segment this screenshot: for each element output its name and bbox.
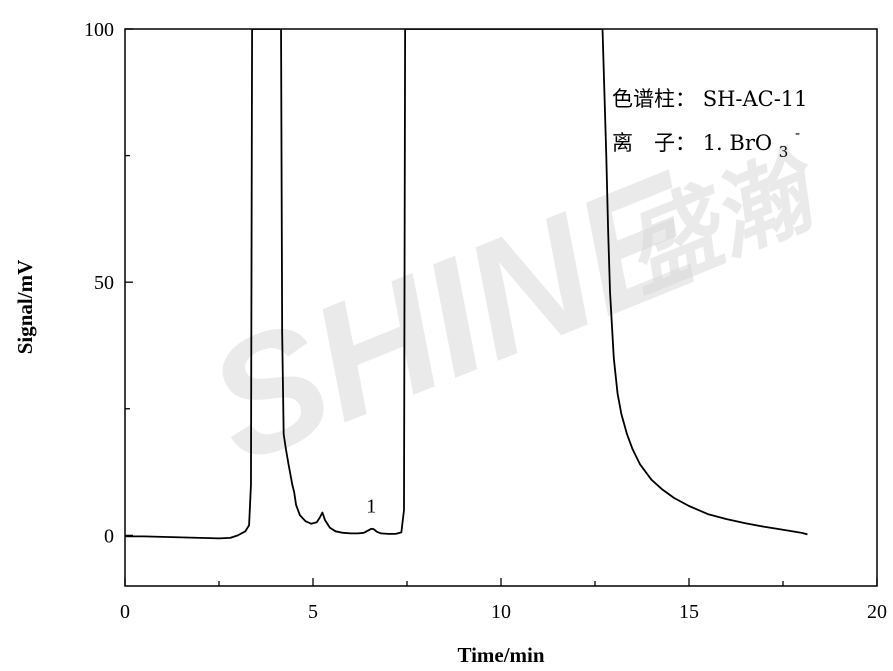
y-tick-label: 50 <box>94 272 114 294</box>
x-axis: 0 5 10 15 20 <box>120 578 887 623</box>
curve-layer <box>125 29 808 540</box>
y-axis-title: Signal/mV <box>13 260 37 355</box>
x-tick-label: 10 <box>491 601 511 623</box>
y-tick-label: 0 <box>104 525 114 547</box>
legend-ion-value: 1. BrO <box>703 131 772 155</box>
y-axis: 0 50 100 <box>84 19 133 547</box>
x-tick-label: 5 <box>308 601 318 623</box>
legend-ion-row: 离 子： 1. BrO 3 - <box>612 124 800 162</box>
peak-label-1: 1 <box>366 496 376 518</box>
signal-curve-0 <box>125 29 808 540</box>
x-tick-label: 20 <box>867 601 887 623</box>
y-tick-label: 100 <box>84 19 114 41</box>
legend-ion-subscript: 3 <box>779 143 789 161</box>
x-tick-label: 15 <box>679 601 699 623</box>
watermark-latin: SHINE <box>184 136 725 497</box>
x-axis-title: Time/min <box>457 643 544 667</box>
legend-column-value: SH-AC-11 <box>703 87 808 111</box>
legend-ion-superscript: - <box>795 124 800 142</box>
legend-column-row: 色谱柱： SH-AC-11 <box>612 87 808 111</box>
legend-ion-label: 离 子： <box>612 131 696 155</box>
legend-column-label: 色谱柱： <box>612 87 696 111</box>
legend: 色谱柱： SH-AC-11 离 子： 1. BrO 3 - <box>612 87 808 162</box>
x-tick-label: 0 <box>120 601 130 623</box>
